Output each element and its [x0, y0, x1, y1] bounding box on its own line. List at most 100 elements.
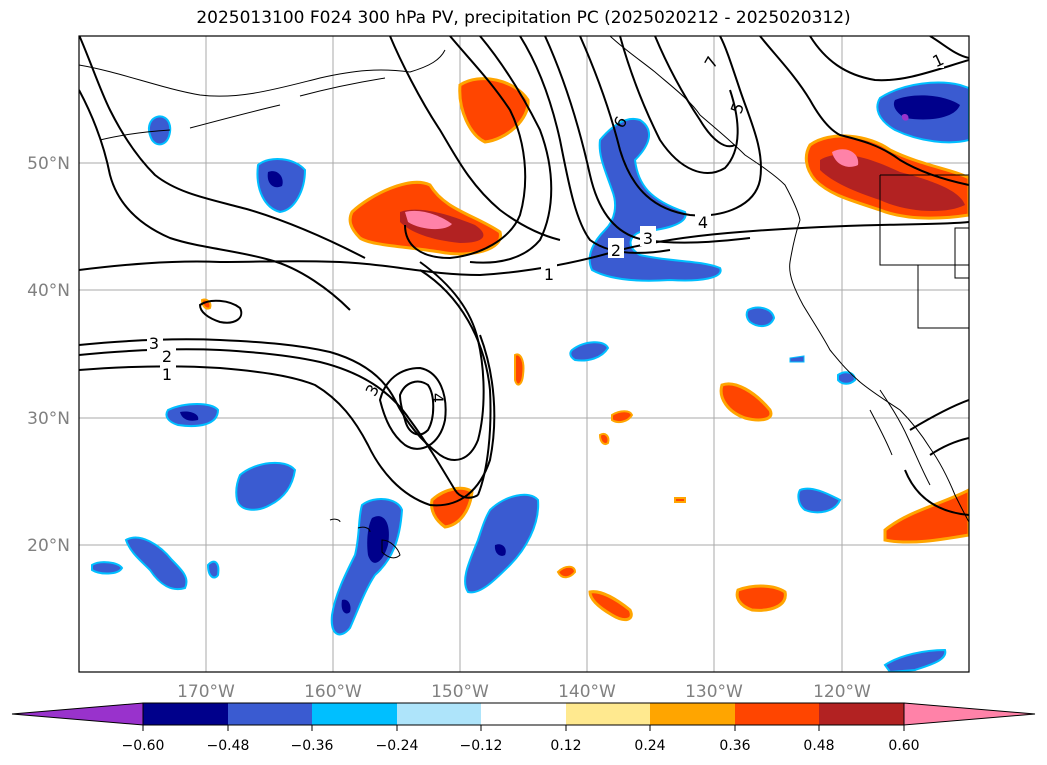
- pv-contour: [579, 36, 762, 217]
- pv-contour: [469, 36, 553, 264]
- state-borders: [879, 174, 969, 329]
- coastline-alaska: [79, 49, 446, 141]
- contour-label-bg: [608, 238, 624, 258]
- precip-blob-cool: [180, 411, 199, 421]
- coastline-hawaii: [329, 518, 401, 559]
- pv-contour: [544, 36, 751, 244]
- contour-label: 2: [162, 347, 172, 366]
- coastline-west-coast: [789, 219, 969, 523]
- precip-blob-cool: [569, 341, 610, 362]
- lon-label: 130°W: [685, 682, 743, 702]
- lon-label: 120°W: [813, 682, 871, 702]
- pv-contour: [929, 36, 969, 59]
- precip-blob-cool: [745, 306, 776, 328]
- precip-blob-cool: [341, 599, 351, 614]
- precip-blob-warm: [514, 353, 525, 386]
- lon-label: 140°W: [558, 682, 616, 702]
- map-frame: [78, 35, 970, 673]
- pv-contour: [79, 36, 366, 259]
- contour-label-bg: [640, 226, 656, 246]
- contour-label: 4: [698, 213, 708, 232]
- colorbar-segment: [735, 703, 819, 725]
- precip-blob-warm: [556, 565, 577, 579]
- precip-blob-cool: [837, 371, 857, 385]
- precip-blob-warm: [588, 590, 633, 622]
- colorbar-segment: [312, 703, 397, 725]
- pv-contour-labels: 1 2 3 4 5 6 7 1 1 2 3 3 4: [147, 48, 947, 403]
- colorbar-tick-label: 0.60: [888, 738, 919, 754]
- colorbar-tick-label: −0.24: [376, 738, 419, 754]
- contour-label: 3: [149, 334, 159, 353]
- precip-blob-warm: [883, 488, 969, 544]
- contour-label: 2: [611, 241, 621, 260]
- colorbar-segment: [650, 703, 735, 725]
- contour-label: 3: [643, 229, 653, 248]
- precip-blob-warm: [611, 410, 634, 424]
- pv-contour: [79, 334, 496, 507]
- precip-blob-warm: [832, 149, 859, 167]
- pv-contour: [398, 380, 435, 436]
- colorbar-tick-label: 0.36: [719, 738, 750, 754]
- coastline-baja: [869, 389, 931, 486]
- precip-blob-cool: [901, 113, 909, 121]
- pv-contour: [79, 261, 485, 461]
- pv-contour: [378, 366, 447, 450]
- colorbar-extend-max: [903, 702, 1036, 726]
- coastline-bc: [609, 36, 801, 221]
- precip-blob-cool: [124, 536, 188, 590]
- lat-label: 20°N: [27, 536, 70, 556]
- pv-contour: [759, 36, 969, 186]
- colorbar-segment: [819, 703, 904, 725]
- precip-blob-warm: [735, 584, 787, 612]
- precip-blob-cool: [464, 493, 540, 594]
- lon-label: 170°W: [177, 682, 235, 702]
- pv-contours: [79, 36, 969, 516]
- pv-contour: [79, 89, 351, 311]
- colorbar-segment: [228, 703, 312, 725]
- colorbar-tick-label: 0.24: [634, 738, 665, 754]
- contour-label-bg: [541, 262, 557, 282]
- contour-label-bg: [147, 333, 163, 353]
- pv-contour: [79, 269, 492, 499]
- colorbar-tick-label: −0.12: [460, 738, 503, 754]
- lat-label: 40°N: [27, 281, 70, 301]
- lon-labels: 170°W 160°W 150°W 140°W 130°W 120°W: [177, 682, 871, 702]
- precip-blob-cool: [893, 95, 960, 120]
- precip-blob-cool: [206, 560, 220, 579]
- contour-label-bg: [695, 210, 711, 230]
- precip-blob-cool: [797, 487, 842, 514]
- pv-contour: [904, 399, 969, 516]
- colorbar-tick-label: −0.60: [122, 738, 165, 754]
- colorbar-segment: [481, 703, 566, 725]
- contour-label: 1: [162, 365, 172, 384]
- lon-label: 150°W: [431, 682, 489, 702]
- contour-label-bg: [928, 48, 944, 68]
- colorbar-tick-label: −0.48: [207, 738, 250, 754]
- precip-blob-warm: [820, 154, 965, 212]
- colorbar-segment: [566, 703, 650, 725]
- colorbar: −0.60 −0.48 −0.36 −0.24 −0.12 0.12 0.24 …: [11, 702, 1036, 754]
- precip-blob-cool: [367, 516, 389, 563]
- colorbar-tick-label: −0.36: [291, 738, 334, 754]
- colorbar-segment: [143, 703, 228, 725]
- coastlines: [79, 36, 969, 559]
- precip-blob-cool: [267, 171, 283, 188]
- colorbar-tick-label: 0.12: [550, 738, 581, 754]
- precip-blob-cool: [91, 561, 124, 575]
- lat-label: 30°N: [27, 409, 70, 429]
- contour-label-bg: [160, 345, 176, 365]
- pv-contour: [619, 36, 739, 174]
- precip-blob-warm: [598, 433, 610, 445]
- precip-blob-cool: [883, 648, 947, 672]
- lon-label: 160°W: [304, 682, 362, 702]
- pv-contour: [654, 36, 736, 148]
- precip-blob-cool: [789, 355, 805, 363]
- colorbar-segment: [397, 703, 481, 725]
- colorbar-ticks: [142, 725, 905, 731]
- colorbar-extend-min: [11, 702, 144, 726]
- map-title: 2025013100 F024 300 hPa PV, precipitatio…: [196, 8, 851, 28]
- colorbar-frame: [142, 702, 905, 726]
- lat-label: 50°N: [27, 154, 70, 174]
- lat-labels: 50°N 40°N 30°N 20°N: [27, 154, 70, 556]
